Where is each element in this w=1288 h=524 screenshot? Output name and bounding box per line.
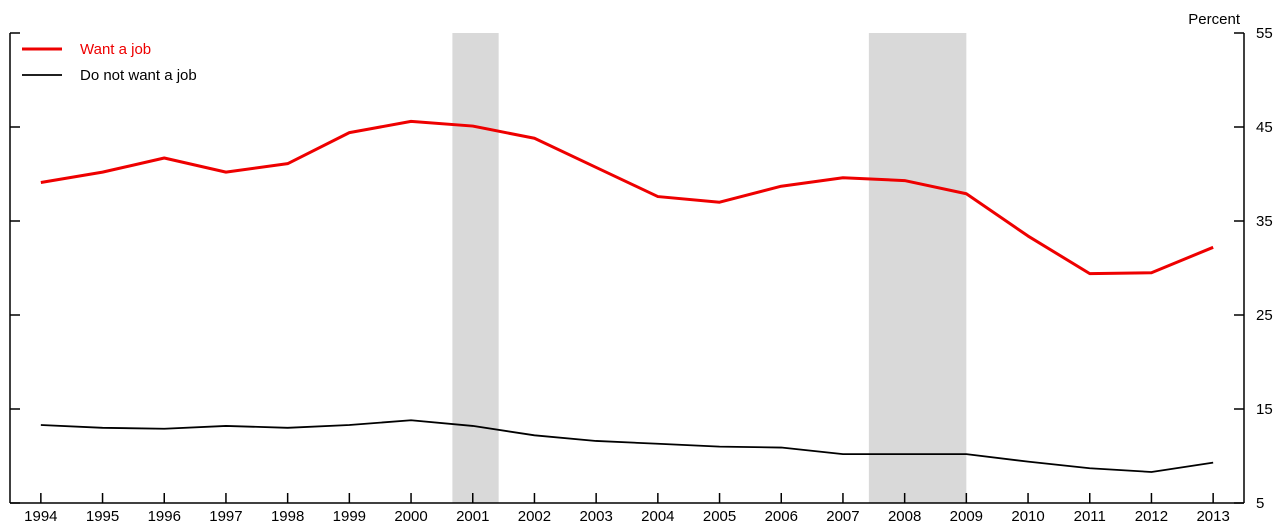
y-tick-label: 5 [1256, 495, 1264, 512]
x-tick-label: 2002 [518, 508, 551, 524]
x-tick-label: 2003 [579, 508, 612, 524]
x-tick-label: 1994 [24, 508, 57, 524]
legend-label: Want a job [80, 41, 151, 58]
y-axis-label: Percent [1188, 11, 1241, 28]
x-tick-label: 2000 [394, 508, 427, 524]
x-tick-label: 2011 [1074, 508, 1106, 524]
x-tick-label: 2013 [1196, 508, 1229, 524]
series-line [40, 119, 1214, 276]
x-tick-label: 1995 [86, 508, 119, 524]
x-tick-label: 2005 [703, 508, 736, 524]
x-tick-label: 1997 [209, 508, 242, 524]
y-tick-label: 35 [1256, 213, 1273, 230]
x-tick-label: 1998 [271, 508, 304, 524]
recession-band [452, 33, 499, 503]
recession-band [868, 33, 967, 503]
y-tick-label: 25 [1256, 307, 1273, 324]
legend-label: Do not want a job [80, 67, 197, 84]
x-tick-label: 2006 [765, 508, 798, 524]
x-tick-label: 2004 [641, 508, 674, 524]
x-tick-label: 2012 [1135, 508, 1168, 524]
series-line [40, 419, 1214, 473]
x-tick-label: 2007 [826, 508, 859, 524]
y-tick-label: 55 [1256, 25, 1273, 42]
x-tick-label: 2008 [888, 508, 921, 524]
x-tick-label: 2010 [1011, 508, 1044, 524]
y-tick-label: 15 [1256, 401, 1273, 418]
y-tick-label: 45 [1256, 119, 1273, 136]
x-tick-label: 2009 [950, 508, 983, 524]
x-tick-label: 1996 [148, 508, 181, 524]
x-tick-label: 2001 [456, 508, 489, 524]
x-tick-label: 1999 [333, 508, 366, 524]
